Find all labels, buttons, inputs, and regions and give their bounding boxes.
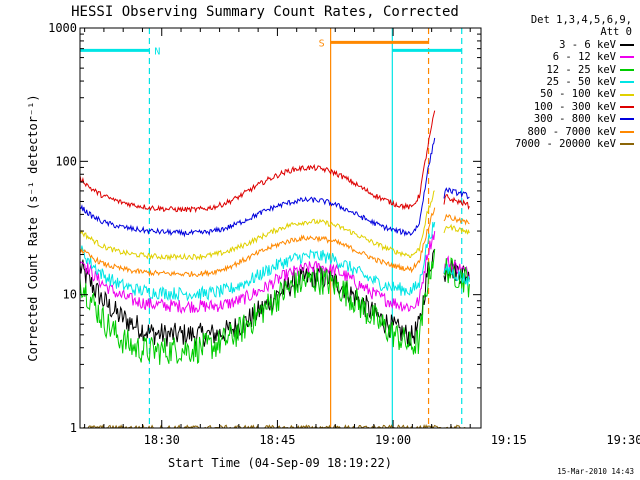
series-line-7-1 — [443, 213, 470, 226]
series-line-4-1 — [443, 223, 470, 235]
legend-swatch — [620, 118, 634, 121]
ytick-label: 100 — [55, 154, 77, 168]
legend-item-label: 3 - 6 keV — [559, 38, 616, 51]
series-line-5-0 — [80, 110, 436, 214]
plot-area: NS — [80, 28, 470, 428]
series-line-6-0 — [80, 137, 436, 238]
legend-item: 6 - 12 keV — [484, 51, 634, 63]
y-axis-label: Corrected Count Rate (s⁻¹ detector⁻¹) — [26, 94, 40, 361]
series-line-7-0 — [80, 207, 436, 278]
indicator-label-1: N — [154, 46, 160, 57]
legend-items: 3 - 6 keV 6 - 12 keV 12 - 25 keV 25 - 50 ke… — [484, 39, 634, 151]
series-line-4-0 — [80, 190, 435, 262]
x-axis-label: Start Time (04-Sep-09 18:19:22) — [168, 456, 392, 470]
indicator-label-2: S — [319, 38, 325, 49]
legend-item: 25 - 50 keV — [484, 76, 634, 88]
xtick-label: 19:30 — [606, 433, 640, 447]
series-line-5-1 — [443, 194, 470, 210]
legend-item-label: 12 - 25 keV — [546, 63, 616, 76]
legend-item: 50 - 100 keV — [484, 88, 634, 100]
series-line-2-1 — [443, 257, 470, 298]
legend-item-label: 6 - 12 keV — [552, 51, 616, 64]
xtick-label: 19:15 — [491, 433, 527, 447]
legend-header-detectors: Det 1,3,4,5,6,9, — [530, 14, 632, 26]
series-line-3-0 — [80, 221, 436, 302]
legend-item: 12 - 25 keV — [484, 64, 634, 76]
legend-swatch — [620, 81, 634, 84]
legend-item: 100 - 300 keV — [484, 101, 634, 113]
series-line-6-1 — [443, 187, 470, 200]
legend-item: 3 - 6 keV — [484, 39, 634, 51]
legend-swatch — [620, 93, 634, 96]
legend-swatch — [620, 143, 634, 146]
legend-item-label: 300 - 800 keV — [533, 113, 616, 126]
series-group: NS — [80, 28, 470, 428]
legend-item: 7000 - 20000 keV — [484, 138, 634, 150]
xtick-label: 18:45 — [259, 433, 295, 447]
legend-swatch — [620, 68, 634, 71]
ytick-label: 1000 — [48, 21, 77, 35]
legend-item-label: 50 - 100 keV — [540, 88, 616, 101]
legend-swatch — [620, 106, 634, 109]
plot-frame — [79, 27, 482, 429]
series-line-0-0 — [80, 248, 436, 347]
series-line-8-0 — [80, 423, 466, 428]
timestamp: 15-Mar-2010 14:43 — [557, 467, 634, 476]
legend-item-label: 7000 - 20000 keV — [514, 138, 616, 151]
legend-header-attenuator: Att 0 — [600, 26, 632, 39]
legend-item-label: 25 - 50 keV — [546, 76, 616, 89]
legend-item-label: 100 - 300 keV — [533, 100, 616, 113]
legend-swatch — [620, 130, 634, 133]
legend-item-label: 800 - 7000 keV — [527, 125, 616, 138]
legend-item: 800 - 7000 keV — [484, 126, 634, 138]
ytick-label: 10 — [63, 288, 77, 302]
legend-swatch — [620, 44, 634, 47]
xtick-label: 19:00 — [375, 433, 411, 447]
legend-item: 300 - 800 keV — [484, 113, 634, 125]
ytick-label: 1 — [70, 421, 77, 435]
chart-title: HESSI Observing Summary Count Rates, Cor… — [71, 4, 459, 20]
series-line-1-0 — [80, 231, 436, 315]
xtick-label: 18:30 — [144, 433, 180, 447]
legend-swatch — [620, 56, 634, 59]
legend: Det 1,3,4,5,6,9, Att 0 3 - 6 keV 6 - 12 k… — [484, 14, 634, 150]
series-line-3-1 — [443, 264, 470, 286]
series-line-2-0 — [80, 248, 436, 365]
